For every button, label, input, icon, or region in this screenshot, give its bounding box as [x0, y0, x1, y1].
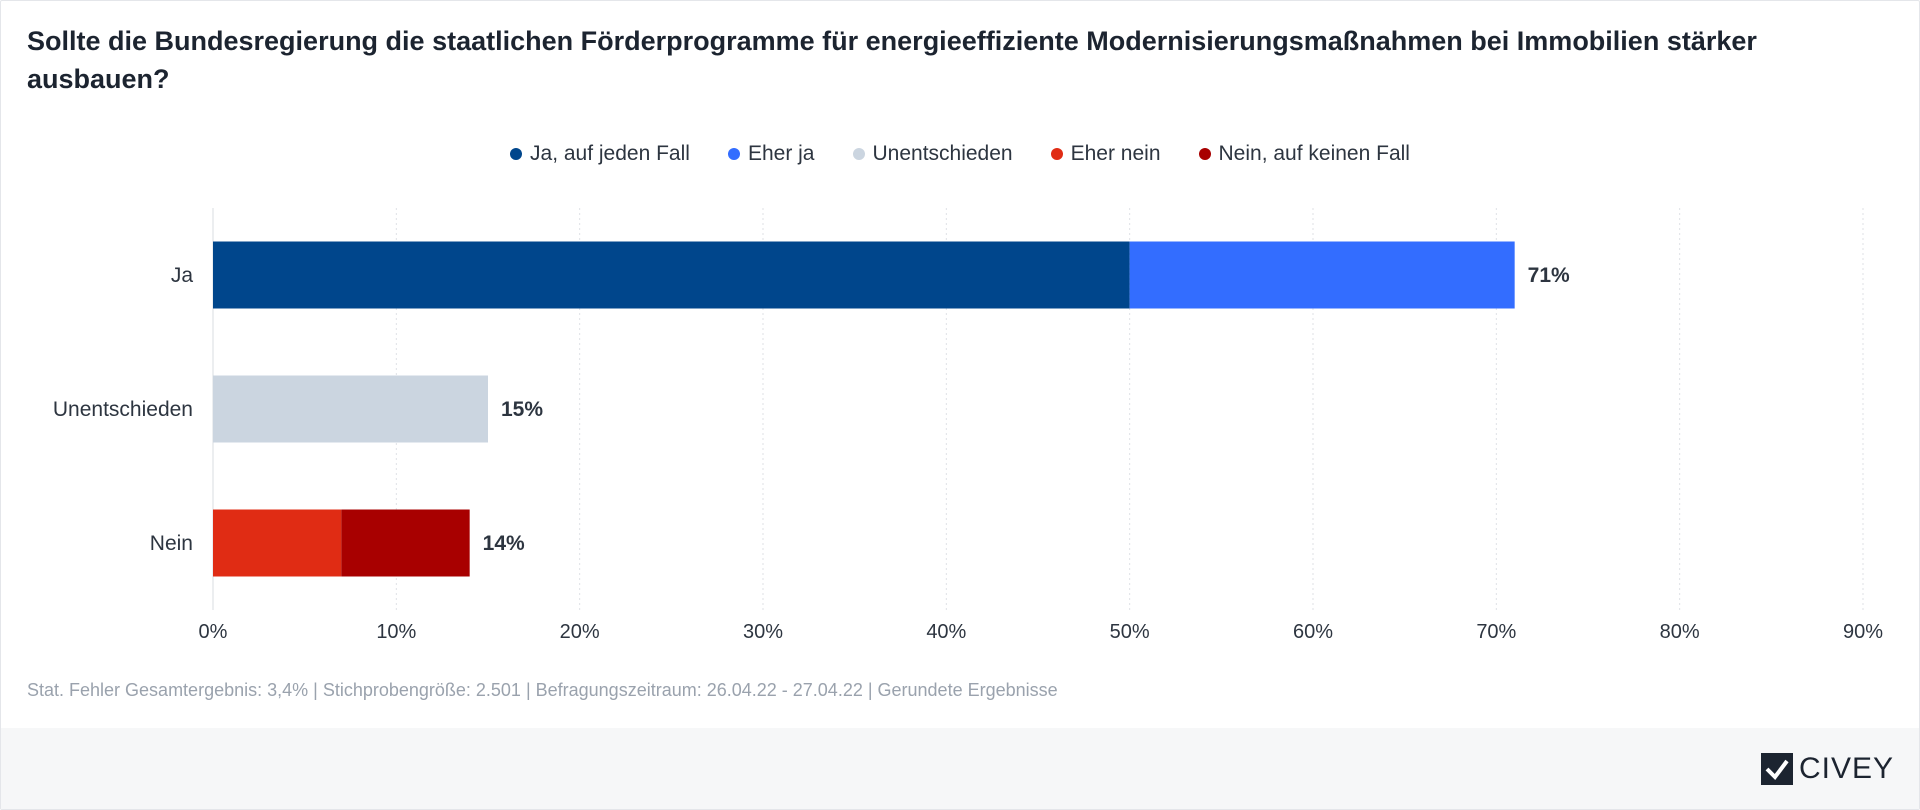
legend-label: Ja, auf jeden Fall — [530, 142, 690, 165]
chart-title: Sollte die Bundesregierung die staatlich… — [27, 26, 1757, 94]
legend-swatch — [510, 148, 523, 160]
civey-logo-icon — [1760, 753, 1793, 785]
bar-segment — [213, 375, 488, 443]
data-label: 71% — [1528, 264, 1570, 287]
bar-segment — [341, 509, 470, 577]
bar-segment — [1129, 241, 1515, 309]
x-tick-label: 70% — [1476, 621, 1516, 643]
category-label: Nein — [150, 532, 193, 555]
x-tick-label: 30% — [743, 621, 783, 643]
legend-item: Nein, auf keinen Fall — [1198, 142, 1410, 166]
x-tick-label: 20% — [560, 621, 600, 643]
bottom-bar — [1, 728, 1919, 809]
legend-swatch — [1198, 148, 1211, 160]
legend-label: Eher ja — [747, 142, 815, 165]
x-tick-label: 50% — [1110, 621, 1150, 643]
x-tick-label: 0% — [199, 621, 228, 643]
x-tick-label: 40% — [926, 621, 966, 643]
x-tick-label: 80% — [1660, 621, 1700, 643]
data-label: 14% — [483, 532, 525, 555]
x-tick-label: 10% — [376, 621, 416, 643]
footer-note: Stat. Fehler Gesamtergebnis: 3,4% | Stic… — [27, 680, 1058, 700]
brand-name: CIVEY — [1798, 752, 1894, 785]
category-label: Unentschieden — [53, 398, 193, 421]
legend-swatch — [1050, 148, 1063, 160]
legend-swatch — [852, 148, 865, 160]
legend-item: Unentschieden — [852, 142, 1013, 166]
legend-item: Eher nein — [1050, 142, 1161, 166]
data-label: 15% — [501, 398, 543, 421]
x-tick-label: 60% — [1293, 621, 1333, 643]
bar-segment — [213, 241, 1130, 309]
bar-segment — [213, 509, 342, 577]
legend-swatch — [727, 148, 740, 160]
legend-item: Ja, auf jeden Fall — [510, 142, 690, 166]
chart-legend: Ja, auf jeden Fall Eher ja Unentschieden Eh… — [0, 142, 1920, 166]
legend-label: Nein, auf keinen Fall — [1218, 142, 1410, 165]
x-tick-label: 90% — [1843, 621, 1883, 643]
legend-label: Eher nein — [1070, 142, 1161, 165]
legend-label: Unentschieden — [872, 142, 1013, 165]
civey-logo: CIVEY — [1760, 752, 1894, 786]
legend-item: Eher ja — [727, 142, 815, 166]
bar-chart: 0% 10% 20% 30% 40% 50% 60% 70% 80% 90% Ja 71% Unents… — [53, 208, 1883, 643]
category-label: Ja — [171, 264, 194, 287]
